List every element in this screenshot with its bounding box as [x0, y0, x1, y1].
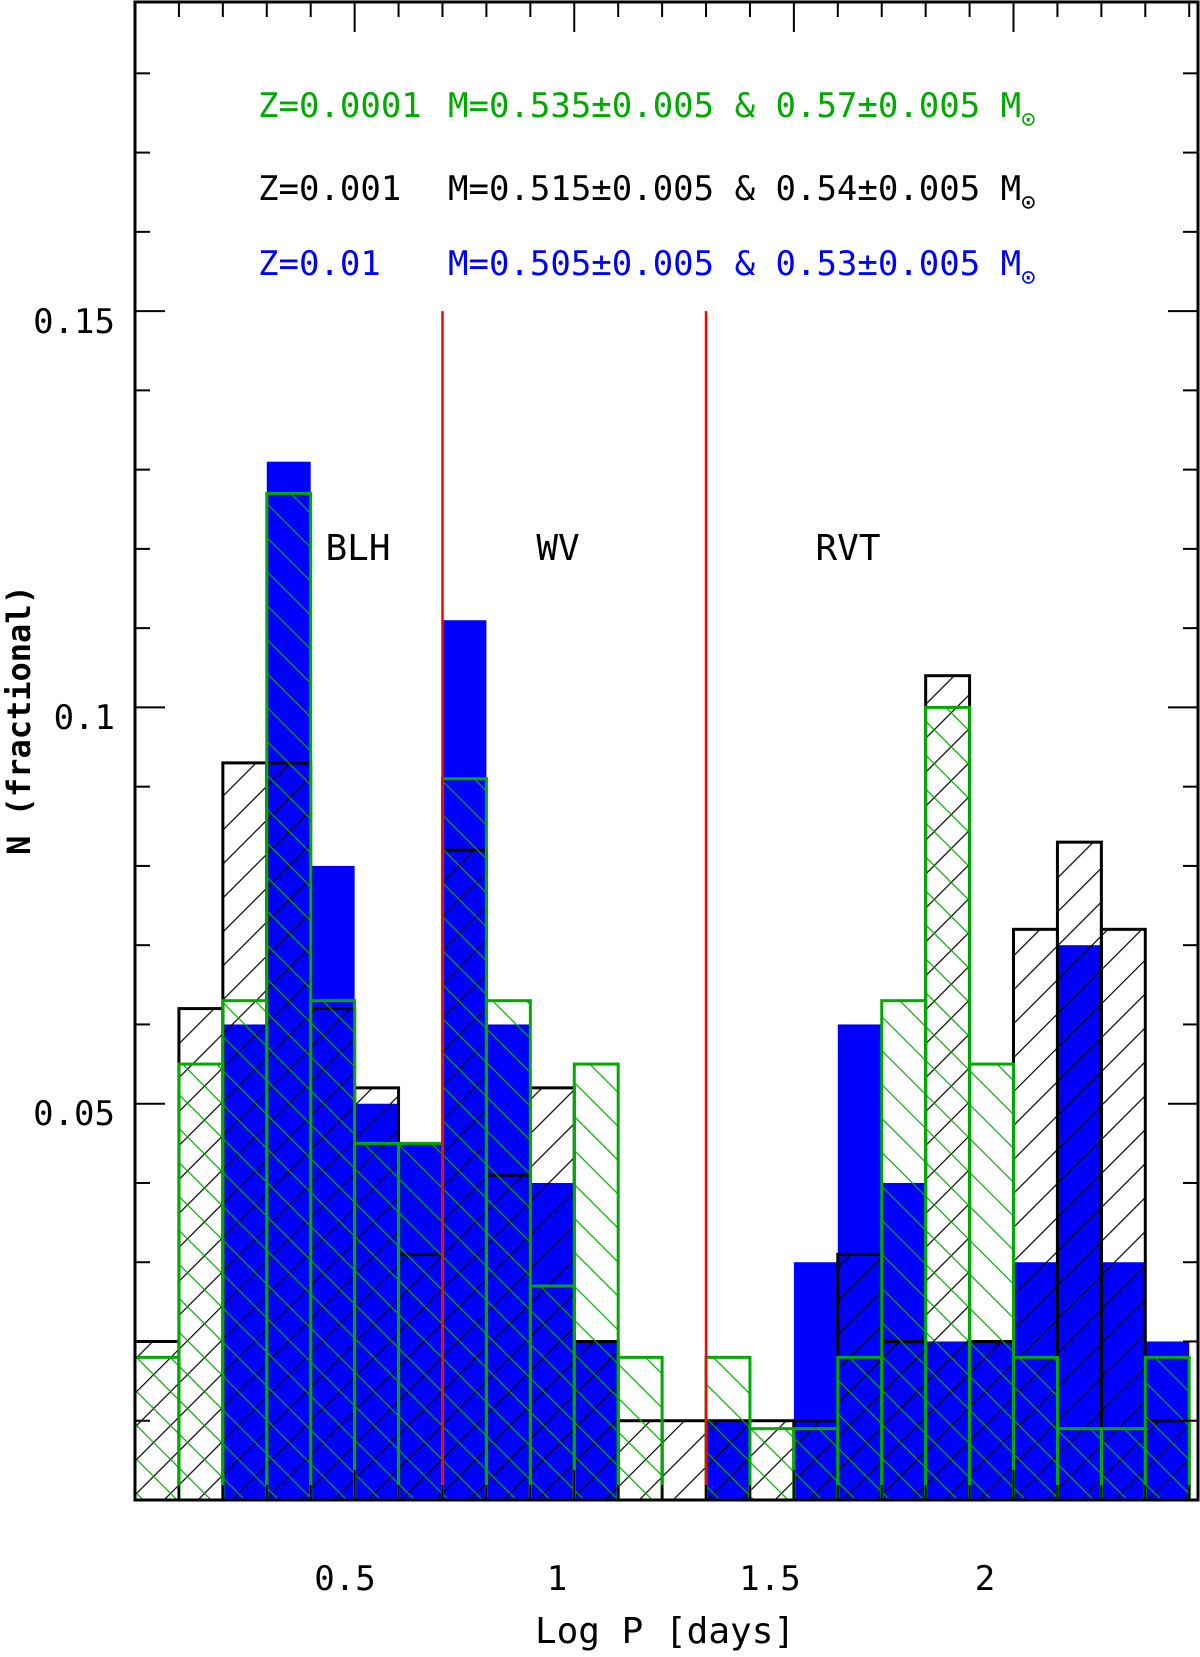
histogram-bar: [660, 1419, 708, 1502]
histogram-bar: [1055, 1427, 1103, 1502]
y-tick-label: 0.1: [54, 698, 115, 738]
legend: Z=0.0001 M=0.535±0.005 & 0.57±0.005 M⊙ Z=…: [258, 86, 1036, 291]
histogram-bar: [397, 1141, 444, 1502]
region-label-wv: WV: [536, 528, 579, 569]
histogram-bar: [1143, 1355, 1191, 1502]
histogram-bar: [704, 1355, 752, 1502]
x-tick-label: 1.5: [739, 1559, 800, 1599]
legend-z-text: Z=0.0001: [258, 86, 422, 126]
histogram-bar: [221, 999, 269, 1502]
histogram-bar: [572, 1062, 620, 1502]
histogram-bar: [1099, 927, 1147, 1502]
legend-sun-symbol: ⊙: [1021, 105, 1035, 133]
x-tick-label: 1: [547, 1559, 567, 1599]
legend-z-text: Z=0.001: [258, 169, 401, 209]
histogram-bar: [309, 999, 357, 1502]
histogram-bar: [616, 1355, 664, 1502]
histogram-bar: [353, 1141, 401, 1502]
histogram-bar: [484, 999, 532, 1502]
histogram-bar: [836, 1355, 884, 1502]
legend-m-text: M=0.505±0.005 & 0.53±0.005 M: [448, 244, 1021, 284]
x-tick-label: 2: [975, 1559, 995, 1599]
histogram-bar: [265, 491, 313, 1502]
histogram-bar: [440, 777, 488, 1502]
legend-sun-symbol: ⊙: [1021, 188, 1035, 216]
region-label-blh: BLH: [325, 528, 390, 569]
y-axis-label: N (fractional): [0, 585, 38, 855]
legend-sun-symbol: ⊙: [1021, 263, 1035, 291]
plot-frame: [133, 0, 1200, 1502]
region-label-rvt: RVT: [815, 528, 880, 569]
legend-z-text: Z=0.01: [258, 244, 381, 284]
histogram-bar: [133, 1355, 181, 1502]
histogram-bar: [792, 1427, 840, 1502]
histogram-bar: [968, 1062, 1016, 1502]
histogram-bar: [1055, 840, 1103, 1502]
x-axis-label: Log P [days]: [535, 1611, 795, 1652]
histogram-bar: [1012, 1355, 1059, 1502]
histogram-bar: [880, 999, 928, 1502]
legend-m-text: M=0.515±0.005 & 0.54±0.005 M: [448, 169, 1021, 209]
legend-m-text: M=0.535±0.005 & 0.57±0.005 M: [448, 86, 1021, 126]
legend-entry-z01: Z=0.01 M=0.505±0.005 & 0.53±0.005 M⊙: [258, 244, 1036, 291]
legend-entry-z0001: Z=0.0001 M=0.535±0.005 & 0.57±0.005 M⊙: [258, 86, 1036, 133]
histogram-bar: [528, 1284, 576, 1502]
histogram-bar: [177, 1062, 225, 1502]
x-tick-label: 0.5: [314, 1559, 375, 1599]
series-z-0-0001: [133, 491, 1191, 1502]
y-tick-label: 0.05: [33, 1094, 115, 1134]
y-tick-label: 0.15: [33, 302, 115, 342]
histogram-bar: [1099, 1427, 1147, 1502]
histogram-bar: [748, 1427, 796, 1502]
histogram-bar: [924, 705, 972, 1502]
legend-entry-z001: Z=0.001 M=0.515±0.005 & 0.54±0.005 M⊙: [258, 169, 1036, 216]
